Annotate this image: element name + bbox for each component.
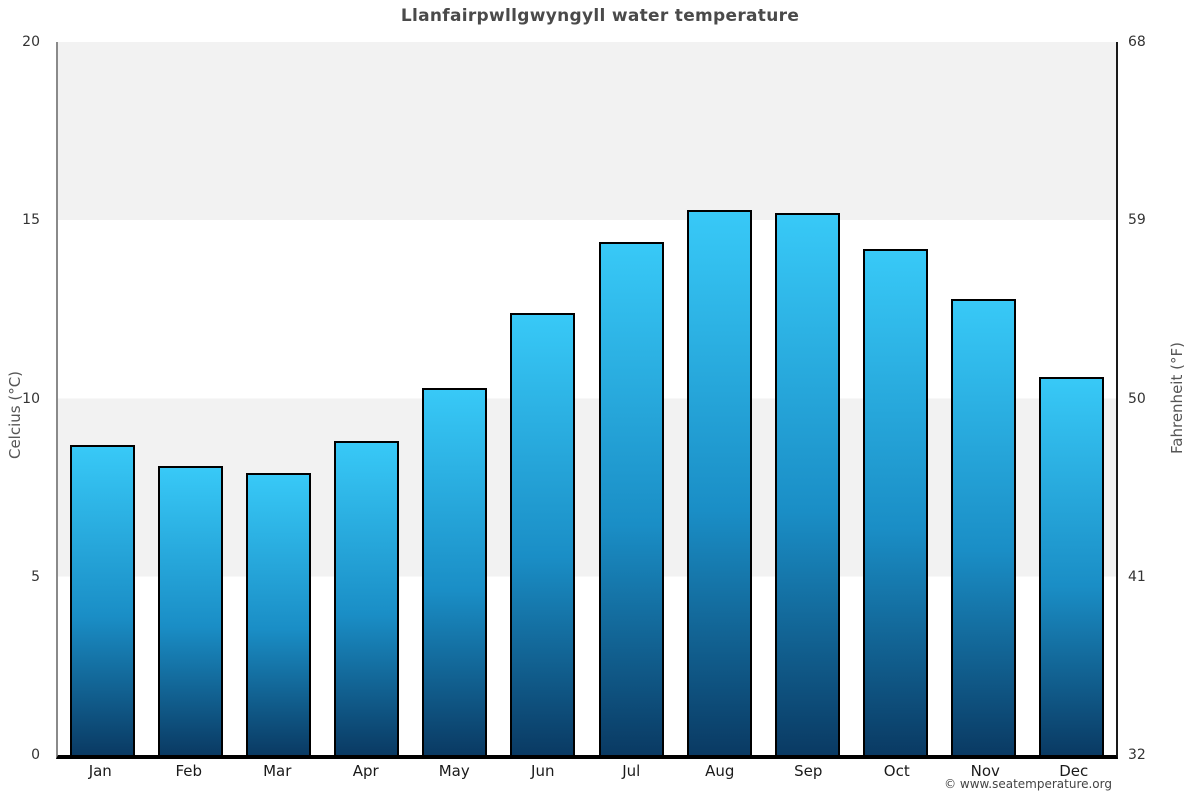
fahrenheit-tick-59: 59 (1128, 212, 1146, 229)
month-axis-labels: Jan Feb Mar Apr May Jun Jul Aug Sep Oct Nov Dec (56, 762, 1118, 780)
temperature-bar-jun (510, 312, 576, 755)
temperature-bar-jan (69, 444, 135, 755)
bar-slot-apr (323, 42, 411, 755)
bar-slot-jan (58, 42, 146, 755)
fahrenheit-axis-ticks: 68 59 50 41 32 (1124, 34, 1184, 763)
temperature-bar-may (422, 387, 488, 755)
month-label-feb: Feb (175, 762, 203, 780)
fahrenheit-tick-68: 68 (1128, 34, 1146, 50)
bar-slot-dec (1028, 42, 1116, 755)
celsius-tick-20: 20 (22, 34, 40, 50)
bar-slot-feb (146, 42, 234, 755)
month-label-sep: Sep (794, 762, 823, 780)
temperature-bar-nov (951, 298, 1017, 755)
temperature-bar-dec (1039, 377, 1105, 755)
plot-area (56, 42, 1118, 759)
bar-slot-jul (587, 42, 675, 755)
temperature-bar-jul (598, 241, 664, 755)
temperature-bar-oct (863, 248, 929, 755)
month-label-oct: Oct (883, 762, 910, 780)
fahrenheit-tick-32: 32 (1128, 747, 1146, 763)
bar-slot-sep (763, 42, 851, 755)
temperature-bar-aug (686, 209, 752, 755)
bar-slot-oct (852, 42, 940, 755)
month-label-mar: Mar (263, 762, 292, 780)
bar-slot-mar (234, 42, 322, 755)
bar-slot-aug (675, 42, 763, 755)
month-label-nov: Nov (970, 762, 1000, 780)
bar-series (58, 42, 1116, 755)
fahrenheit-tick-41: 41 (1128, 568, 1146, 585)
temperature-bar-sep (774, 213, 840, 755)
celsius-tick-5: 5 (31, 568, 40, 585)
celsius-axis-ticks: 20 15 10 5 0 (0, 34, 48, 763)
bar-slot-may (411, 42, 499, 755)
month-label-aug: Aug (705, 762, 735, 780)
copyright-credit: © www.seatemperature.org (944, 777, 1112, 791)
bar-slot-jun (499, 42, 587, 755)
celsius-tick-10: 10 (22, 390, 40, 407)
fahrenheit-tick-50: 50 (1128, 390, 1146, 407)
month-label-jun: Jun (531, 762, 555, 780)
month-label-dec: Dec (1059, 762, 1089, 780)
month-label-may: May (438, 762, 470, 780)
month-label-apr: Apr (352, 762, 379, 780)
temperature-bar-mar (245, 473, 311, 755)
month-label-jan: Jan (88, 762, 112, 780)
month-label-jul: Jul (622, 762, 641, 780)
celsius-tick-0: 0 (31, 747, 40, 763)
celsius-tick-15: 15 (22, 212, 40, 229)
chart-title: Llanfairpwllgwyngyll water temperature (400, 6, 800, 26)
bar-slot-nov (940, 42, 1028, 755)
temperature-bar-feb (157, 466, 223, 755)
temperature-bar-apr (334, 441, 400, 755)
